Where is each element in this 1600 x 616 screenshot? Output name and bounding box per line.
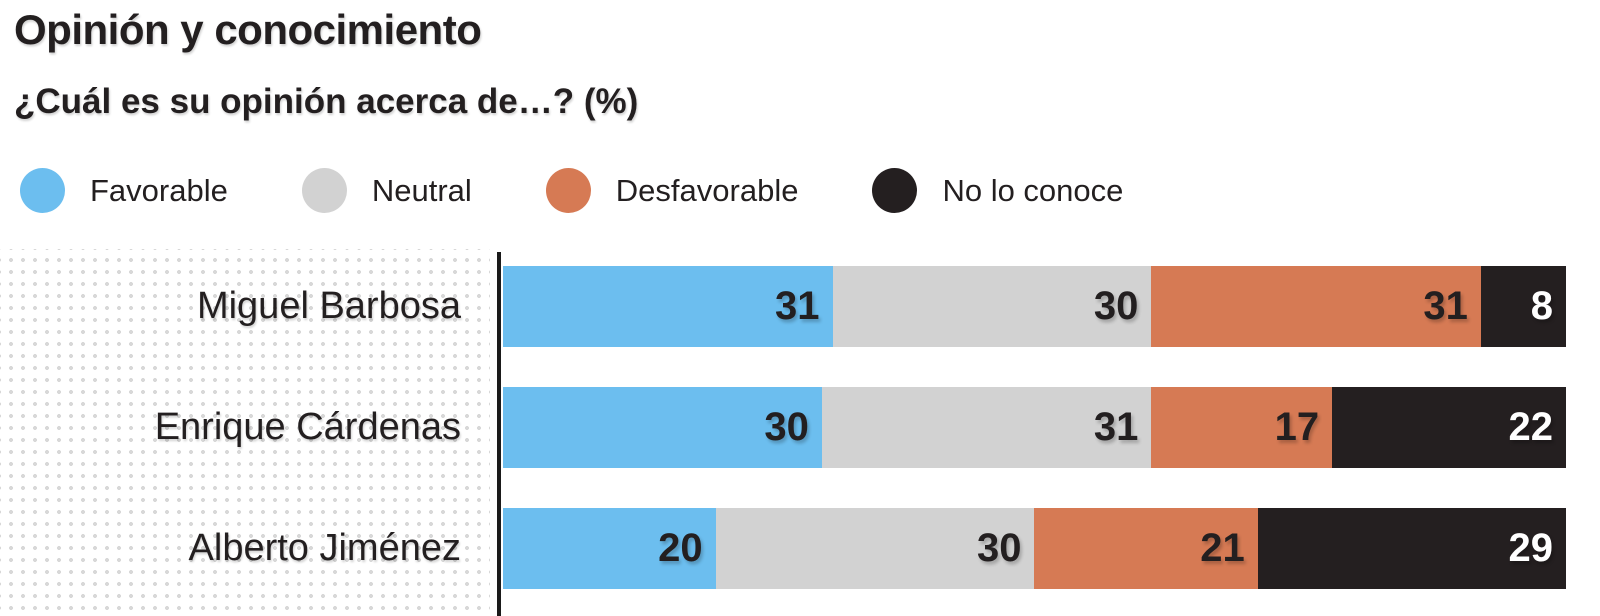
label-area-dotted-background [0, 249, 490, 616]
legend-item: Favorable [20, 168, 228, 213]
legend-label: Neutral [371, 172, 472, 208]
segment-value-label: 20 [658, 526, 703, 570]
bar-row: Miguel Barbosa 31 30 31 8 [0, 246, 1566, 367]
bar-segment-neutral: 30 [715, 508, 1035, 589]
legend-label: Favorable [90, 172, 228, 208]
stacked-bar: 30 31 17 22 [503, 387, 1566, 468]
stacked-bar: 20 30 21 29 [503, 508, 1566, 589]
bar-segment-favorable: 30 [503, 387, 822, 468]
legend-swatch-circle [301, 168, 347, 213]
chart-subtitle: ¿Cuál es su opinión acerca de…? (%) [14, 82, 639, 121]
stacked-bar-chart: Miguel Barbosa 31 30 31 8 Enrique Cárdenas 30 3… [0, 246, 1600, 616]
legend-label: Desfavorable [615, 172, 799, 208]
legend-swatch-circle [545, 168, 591, 213]
segment-value-label: 17 [1274, 405, 1320, 449]
segment-value-label: 21 [1200, 526, 1245, 570]
bar-rows: Miguel Barbosa 31 30 31 8 Enrique Cárdenas 30 3… [0, 246, 1566, 609]
y-axis-line [497, 252, 501, 616]
bar-segment-neutral: 30 [832, 266, 1152, 347]
row-label: Enrique Cárdenas [154, 406, 461, 448]
bar-segment-no-lo-conoce: 8 [1480, 266, 1566, 347]
bar-segment-favorable: 31 [503, 266, 833, 347]
bar-segment-neutral: 31 [821, 387, 1152, 468]
stacked-bar: 31 30 31 8 [503, 266, 1566, 347]
bar-segment-no-lo-conoce: 29 [1257, 508, 1566, 589]
row-label: Miguel Barbosa [196, 285, 461, 327]
segment-value-label: 31 [775, 284, 820, 328]
bar-segment-favorable: 20 [503, 508, 716, 589]
bar-row: Alberto Jiménez 20 30 21 29 [0, 488, 1566, 609]
segment-value-label: 30 [1093, 284, 1139, 328]
row-label: Alberto Jiménez [188, 527, 461, 569]
bar-segment-desfavorable: 21 [1034, 508, 1258, 589]
legend-item: Desfavorable [545, 168, 799, 213]
segment-value-label: 22 [1508, 405, 1553, 449]
legend-swatch-circle [20, 168, 65, 213]
legend-swatch-circle [872, 168, 918, 213]
legend-item: Neutral [301, 168, 472, 213]
segment-value-label: 30 [976, 526, 1022, 570]
segment-value-label: 8 [1530, 284, 1553, 328]
bar-segment-no-lo-conoce: 22 [1332, 387, 1566, 468]
bar-segment-desfavorable: 17 [1151, 387, 1333, 468]
segment-value-label: 31 [1423, 284, 1468, 328]
bar-row: Enrique Cárdenas 30 31 17 22 [0, 367, 1566, 488]
segment-value-label: 31 [1093, 405, 1139, 449]
legend-label: No lo conoce [942, 172, 1124, 208]
segment-value-label: 30 [764, 405, 809, 449]
chart-title: Opinión y conocimiento [14, 6, 482, 53]
bar-segment-desfavorable: 31 [1151, 266, 1481, 347]
segment-value-label: 29 [1508, 526, 1553, 570]
legend-item: No lo conoce [872, 168, 1123, 213]
legend: Favorable Neutral Desfavorable No lo conoce [20, 168, 1600, 213]
